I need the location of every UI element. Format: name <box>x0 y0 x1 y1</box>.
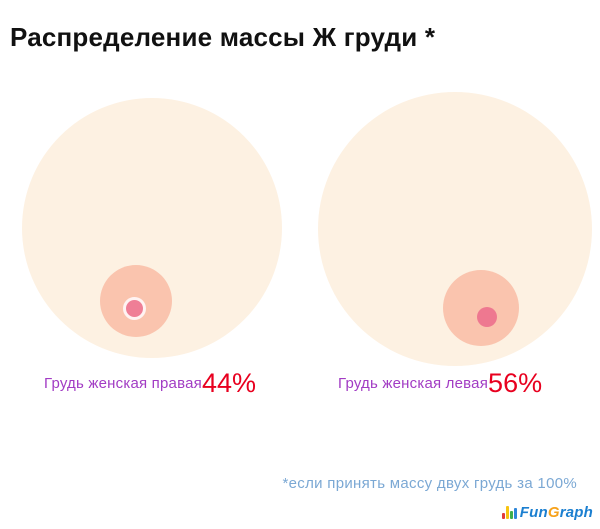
wordmark-g: G <box>547 504 560 521</box>
fungraph-wordmark: FunGraph <box>520 504 593 521</box>
percent-value: 44% <box>201 368 256 398</box>
wordmark-raph: raph <box>559 504 593 521</box>
category-label: Грудь женская правая <box>44 375 202 392</box>
percent-value: 56% <box>488 368 543 398</box>
wordmark-fun: Fun <box>519 504 548 521</box>
category-label: Грудь женская левая <box>338 375 489 392</box>
right-breast-caption: Грудь женская правая 44% <box>44 368 256 398</box>
chart-title: Распределение массы Ж груди * <box>10 22 436 53</box>
right-breast-nipple <box>123 297 146 320</box>
chart-footnote: *если принять массу двух грудь за 100% <box>282 475 577 492</box>
fungraph-logo: FunGraph <box>501 504 593 521</box>
left-breast-nipple <box>477 307 497 327</box>
bar-chart-icon <box>501 504 517 521</box>
left-breast-caption: Грудь женская левая 56% <box>338 368 542 398</box>
